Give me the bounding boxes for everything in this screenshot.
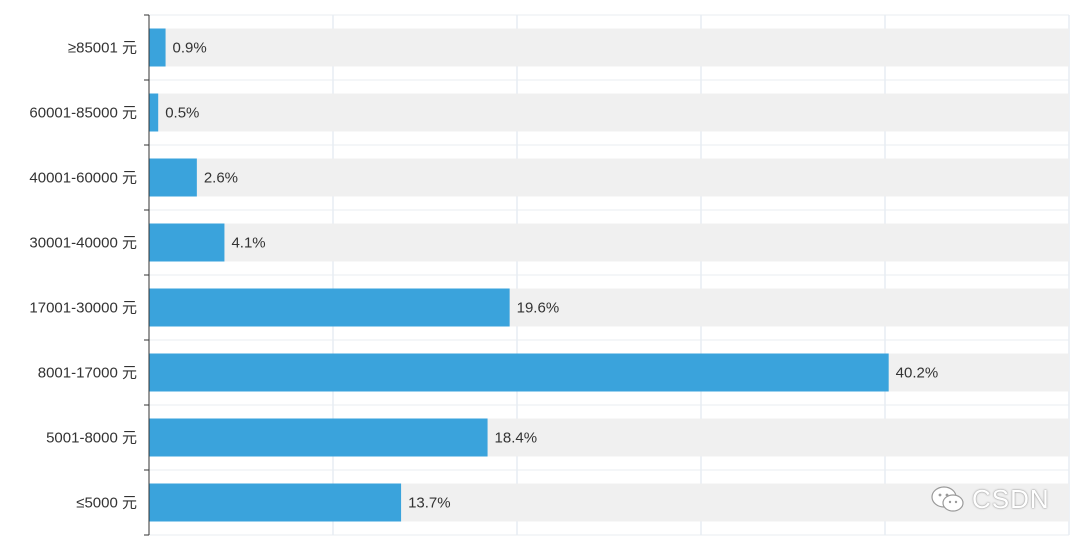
y-tick-label: 17001-30000 元	[29, 300, 137, 317]
bar	[149, 418, 488, 457]
bar	[149, 483, 402, 522]
data-label: 19.6%	[517, 300, 560, 317]
bar-track	[149, 223, 1069, 262]
labels: 0.9% ≥85001 元 0.5% 60001-85000 元 2.6% 40001-6…	[29, 40, 938, 512]
bar	[149, 93, 159, 132]
y-tick-label: 8001-17000 元	[38, 365, 137, 382]
data-label: 13.7%	[408, 495, 451, 512]
data-label: 2.6%	[204, 170, 238, 187]
wechat-icon	[931, 485, 964, 512]
bar	[149, 158, 197, 197]
data-label: 0.5%	[165, 105, 199, 122]
y-tick-label: 60001-85000 元	[29, 105, 137, 122]
data-label: 18.4%	[495, 430, 538, 447]
data-label: 4.1%	[231, 235, 265, 252]
y-tick-label: ≥85001 元	[68, 40, 137, 57]
data-label: 0.9%	[173, 40, 207, 57]
y-tick-label: ≤5000 元	[76, 495, 137, 512]
bar-track	[149, 28, 1069, 67]
y-tick-label: 40001-60000 元	[29, 170, 137, 187]
y-axis	[144, 14, 150, 536]
bars	[149, 28, 889, 522]
watermark: CSDN	[930, 484, 1050, 515]
bar-track	[149, 158, 1069, 197]
grid-lines	[149, 14, 1070, 536]
y-tick-label: 5001-8000 元	[46, 430, 137, 447]
bar	[149, 28, 166, 67]
bar	[149, 353, 889, 392]
watermark-text: CSDN	[972, 484, 1050, 514]
y-tick-label: 30001-40000 元	[29, 235, 137, 252]
bar	[149, 288, 510, 327]
data-label: 40.2%	[896, 365, 939, 382]
bar-track	[149, 93, 1069, 132]
bar	[149, 223, 225, 262]
